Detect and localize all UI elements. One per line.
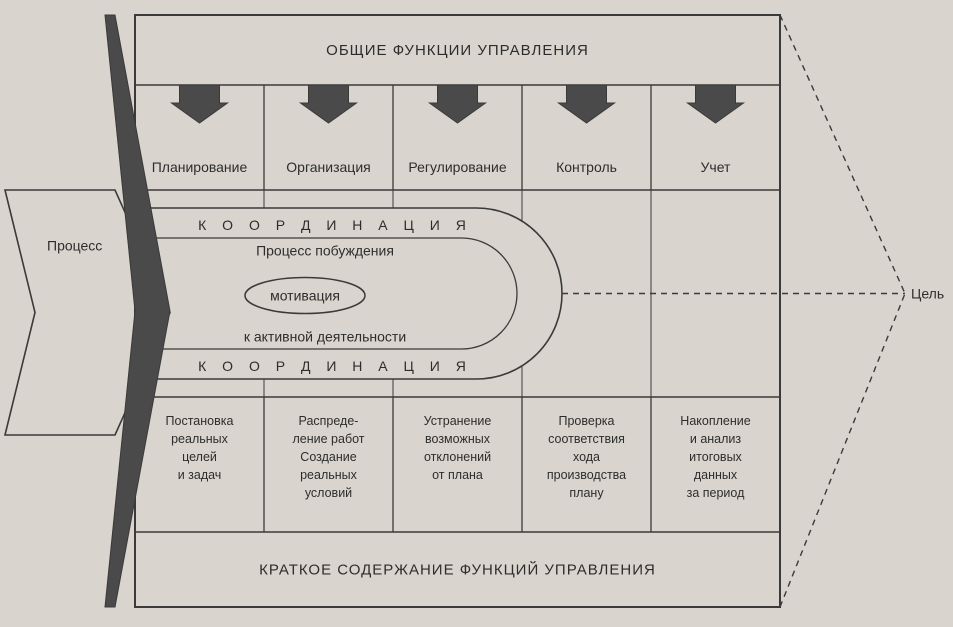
svg-text:ление работ: ление работ [292,432,364,446]
svg-text:плану: плану [569,486,604,500]
goal-label: Цель [911,286,944,302]
svg-text:соответствия: соответствия [548,432,625,446]
svg-text:данных: данных [694,468,738,482]
coordination-label-top: К О О Р Д И Н А Ц И Я [198,217,472,233]
coordination-capsule [135,208,562,379]
svg-text:Создание: Создание [300,450,356,464]
column-header: Регулирование [408,159,506,175]
svg-text:реальных: реальных [171,432,229,446]
svg-text:Проверка: Проверка [559,414,615,428]
svg-text:производства: производства [547,468,626,482]
induce-top-label: Процесс побуждения [256,243,394,259]
svg-text:от плана: от плана [432,468,483,482]
title-top: ОБЩИЕ ФУНКЦИИ УПРАВЛЕНИЯ [326,42,589,59]
svg-text:и задач: и задач [178,468,222,482]
motivation-label: мотивация [270,288,340,304]
svg-text:условий: условий [305,486,352,500]
coordination-label-bottom: К О О Р Д И Н А Ц И Я [198,358,472,374]
svg-text:Распреде-: Распреде- [299,414,359,428]
induce-bottom-label: к активной деятельности [244,329,406,345]
column-header: Планирование [152,159,248,175]
svg-text:Постановка: Постановка [166,414,234,428]
title-bottom: КРАТКОЕ СОДЕРЖАНИЕ ФУНКЦИЙ УПРАВЛЕНИЯ [259,561,656,579]
svg-text:отклонений: отклонений [424,450,491,464]
svg-text:возможных: возможных [425,432,491,446]
svg-text:итоговых: итоговых [689,450,742,464]
column-header: Учет [701,159,732,175]
svg-text:Накопление: Накопление [680,414,750,428]
svg-text:Устранение: Устранение [424,414,492,428]
process-label: Процесс [47,238,102,254]
svg-text:и анализ: и анализ [690,432,742,446]
column-header: Организация [286,159,370,175]
svg-text:за период: за период [687,486,745,500]
svg-text:реальных: реальных [300,468,358,482]
column-header: Контроль [556,159,617,175]
svg-text:хода: хода [573,450,600,464]
svg-text:целей: целей [182,450,217,464]
diagram-canvas: ОБЩИЕ ФУНКЦИИ УПРАВЛЕНИЯ КРАТКОЕ СОДЕРЖАН… [0,0,953,627]
column-description: Накопление и анализ итоговых данных за перио… [680,414,750,500]
